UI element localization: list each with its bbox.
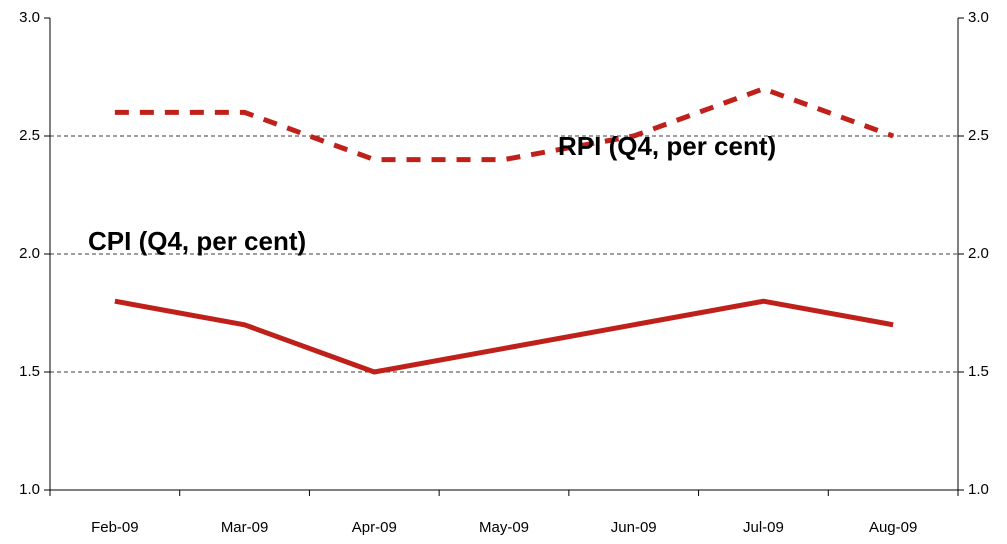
x-tick-label: Jun-09 bbox=[611, 519, 657, 536]
series-label: CPI (Q4, per cent) bbox=[88, 226, 306, 256]
y-tick-label: 2.0 bbox=[19, 245, 40, 262]
y2-tick-label: 1.5 bbox=[968, 363, 989, 380]
x-tick-label: Aug-09 bbox=[869, 519, 917, 536]
y2-tick-label: 1.0 bbox=[968, 481, 989, 498]
y2-tick-label: 3.0 bbox=[968, 9, 989, 26]
series-label: RPI (Q4, per cent) bbox=[558, 131, 776, 161]
x-tick-label: Jul-09 bbox=[743, 519, 784, 536]
x-tick-label: Mar-09 bbox=[221, 519, 269, 536]
y-tick-label: 1.5 bbox=[19, 363, 40, 380]
y2-tick-label: 2.0 bbox=[968, 245, 989, 262]
x-tick-label: May-09 bbox=[479, 519, 529, 536]
y2-tick-label: 2.5 bbox=[968, 127, 989, 144]
y-tick-label: 2.5 bbox=[19, 127, 40, 144]
series-line bbox=[114, 298, 894, 375]
x-tick-label: Feb-09 bbox=[91, 519, 139, 536]
y-tick-label: 3.0 bbox=[19, 9, 40, 26]
x-tick-label: Apr-09 bbox=[352, 519, 397, 536]
series-line bbox=[114, 86, 894, 163]
y-tick-label: 1.0 bbox=[19, 481, 40, 498]
